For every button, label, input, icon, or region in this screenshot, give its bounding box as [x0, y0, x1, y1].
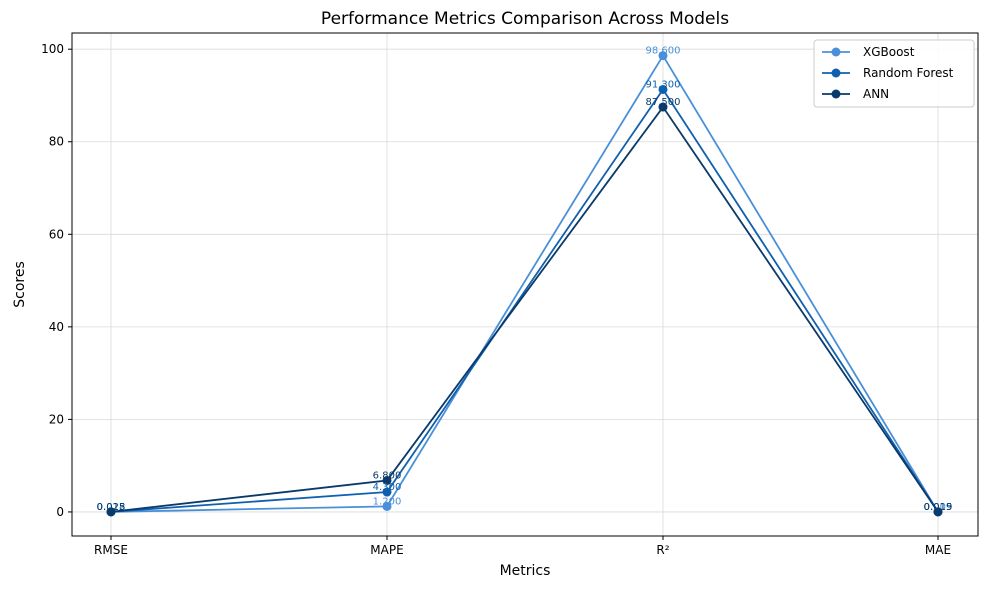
data-point-ann [933, 507, 943, 517]
data-label-random-forest: 0.018 [97, 502, 126, 513]
y-tick-label: 60 [49, 227, 64, 241]
data-point-ann [658, 102, 668, 112]
y-axis-title: Scores [12, 261, 28, 308]
grid-lines [72, 33, 978, 536]
data-label-random-forest: 0.015 [924, 502, 953, 513]
data-label-random-forest: 4.300 [373, 482, 402, 493]
plot-area-frame [71, 32, 979, 537]
data-label-ann: 6.800 [373, 470, 402, 481]
data-point-ann [382, 475, 392, 485]
data-labels-layer: 0.012 1.200 98.600 0.009 0.018 4.300 91.300 0.0… [97, 46, 953, 513]
y-tick-label: 20 [49, 412, 64, 426]
data-point-random-forest [382, 487, 392, 497]
data-label-ann: 0.019 [924, 502, 953, 513]
y-tick-label: 100 [41, 42, 64, 56]
legend-marker-ann [831, 89, 841, 99]
y-tick-label: 0 [56, 505, 64, 519]
x-axis-title: Metrics [500, 563, 551, 579]
series-layer [106, 51, 943, 517]
y-tick-label: 80 [49, 135, 64, 149]
data-label-xgboost: 98.600 [646, 46, 681, 57]
x-tick-label: R² [656, 543, 669, 557]
legend-label-xgboost: XGBoost [863, 45, 915, 59]
x-axis: RMSE MAPE R² MAE [94, 536, 951, 557]
data-point-random-forest [658, 84, 668, 94]
data-label-xgboost: 0.009 [924, 502, 953, 513]
data-label-xgboost: 0.012 [97, 502, 126, 513]
x-tick-label: MAPE [370, 543, 403, 557]
legend: XGBoost Random Forest ANN [813, 39, 975, 108]
series-line-xgboost [110, 53, 939, 513]
data-point-xgboost [658, 51, 668, 61]
y-tick-label: 40 [49, 320, 64, 334]
legend-label-ann: ANN [863, 87, 889, 101]
legend-marker-random-forest [831, 68, 841, 78]
y-axis: 0 20 40 60 80 100 [41, 42, 72, 519]
x-tick-label: MAE [925, 543, 951, 557]
data-point-xgboost [382, 501, 392, 511]
data-point-ann [106, 507, 116, 517]
x-tick-label: RMSE [94, 543, 128, 557]
data-label-ann: 0.025 [97, 502, 126, 513]
legend-box [813, 39, 975, 108]
data-label-xgboost: 1.200 [373, 496, 402, 507]
series-line-random-forest [110, 87, 939, 513]
data-label-random-forest: 91.300 [646, 79, 681, 90]
legend-label-random-forest: Random Forest [863, 66, 954, 80]
data-label-ann: 87.500 [646, 97, 681, 108]
series-line-ann [110, 105, 939, 513]
legend-marker-xgboost [831, 47, 841, 57]
chart-title: Performance Metrics Comparison Across Mo… [321, 9, 729, 29]
